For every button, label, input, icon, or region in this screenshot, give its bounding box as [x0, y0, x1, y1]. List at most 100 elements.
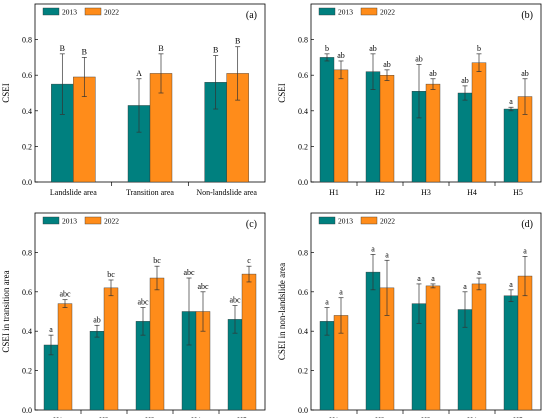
significance-letter: abc [183, 268, 195, 277]
y-tick-label: 0.2 [22, 142, 32, 151]
significance-letter: a [385, 250, 389, 259]
legend-swatch-2013 [318, 7, 336, 16]
y-axis-label: CSEI in non-landslide area [277, 263, 287, 360]
panel-label: (d) [521, 219, 533, 230]
x-tick-label: H2 [99, 416, 109, 418]
legend-swatch-2013 [42, 7, 60, 16]
significance-letter: a [523, 246, 527, 255]
significance-letter: bc [107, 270, 115, 279]
bar-2022-h3 [425, 285, 441, 411]
bar-2022-h1 [333, 69, 349, 183]
y-tick-label: 0.6 [22, 288, 32, 297]
bar-2013-h5 [503, 108, 519, 183]
x-tick-label: H4 [191, 416, 201, 418]
bar-2022-h2 [379, 74, 395, 183]
legend-label-2013: 2013 [338, 8, 353, 17]
x-tick-label: H5 [237, 416, 247, 418]
x-tick-label: H4 [467, 188, 477, 197]
y-tick-label: 0.2 [298, 142, 308, 151]
legend-swatch-2022 [360, 7, 378, 16]
legend-swatch-2013 [42, 216, 60, 225]
legend-label-2013: 2013 [338, 217, 353, 226]
significance-letter: B [60, 44, 65, 53]
y-tick-label: 0.2 [22, 367, 32, 376]
panel-c: 0.0 0.2 0.4 0.6 0.8 CSEI in transition area (c… [1, 212, 266, 418]
y-axis-label: CSEI in transition area [1, 270, 11, 352]
significance-letter: a [509, 280, 513, 289]
y-tick-label: 0.4 [22, 107, 32, 116]
x-tick-label: Transition area [126, 188, 174, 197]
bar-2022-h3 [425, 83, 441, 183]
significance-letter: a [339, 288, 343, 297]
significance-letter: ab [337, 51, 345, 60]
panel-a: 0.0 0.2 0.4 0.6 0.8 CSEI (a) 2013 2022 Landslide … [1, 3, 266, 197]
x-tick-label: H5 [513, 188, 523, 197]
significance-letter: bc [153, 256, 161, 265]
x-tick-label: Landslide area [50, 188, 97, 197]
significance-letter: ab [383, 60, 391, 69]
bar-2013-h2 [365, 271, 381, 411]
significance-letter: abc [229, 296, 241, 305]
x-tick-label: H3 [145, 416, 155, 418]
x-tick-label: H1 [329, 416, 339, 418]
y-tick-label: 0.0 [298, 406, 308, 415]
bar-2022-h2 [103, 287, 119, 411]
bar-2022-h1 [57, 303, 73, 411]
legend-label-2013: 2013 [62, 8, 77, 17]
panel-label: (c) [246, 219, 257, 230]
significance-letter: b [477, 44, 481, 53]
legend-swatch-2013 [318, 216, 336, 225]
y-tick-label: 0.6 [298, 288, 308, 297]
panel-label: (a) [246, 10, 257, 21]
y-tick-label: 0.4 [298, 107, 308, 116]
significance-letter: B [213, 46, 218, 55]
significance-letter: ab [521, 69, 529, 78]
bar-2022-h4 [471, 62, 487, 183]
bar-2013-h5 [503, 295, 519, 411]
significance-letter: abc [59, 290, 71, 299]
significance-letter: b [325, 44, 329, 53]
significance-letter: abc [197, 282, 209, 291]
legend-swatch-2022 [84, 7, 102, 16]
bar-2022-h3 [149, 277, 165, 411]
x-tick-label: Non-landslide area [196, 188, 257, 197]
x-tick-label: H1 [329, 188, 339, 197]
y-tick-label: 0.6 [298, 71, 308, 80]
legend-swatch-2022 [84, 216, 102, 225]
legend-label-2013: 2013 [62, 217, 77, 226]
y-tick-label: 0.0 [298, 178, 308, 187]
significance-letter: a [431, 274, 435, 283]
y-tick-label: 0.0 [22, 178, 32, 187]
bar-2013-h4 [457, 92, 473, 183]
x-tick-label: H2 [375, 188, 385, 197]
bar-2013-h1 [319, 57, 335, 183]
legend-label-2022: 2022 [380, 8, 395, 17]
significance-letter: ab [93, 315, 101, 324]
y-tick-label: 0.4 [22, 327, 32, 336]
y-axis-label: CSEI [1, 83, 11, 103]
legend-label-2022: 2022 [380, 217, 395, 226]
x-tick-label: H4 [467, 416, 477, 418]
legend-label-2022: 2022 [104, 8, 119, 17]
legend-label-2022: 2022 [104, 217, 119, 226]
y-axis-label: CSEI [277, 83, 287, 103]
x-tick-label: H3 [421, 416, 431, 418]
bar-2022-h5 [517, 275, 533, 411]
x-tick-label: H3 [421, 188, 431, 197]
significance-letter: A [136, 69, 142, 78]
x-tick-label: H2 [375, 416, 385, 418]
significance-letter: B [82, 47, 87, 56]
x-tick-label: H1 [53, 416, 63, 418]
x-tick-label: H5 [513, 416, 523, 418]
panel-d: 0.0 0.2 0.4 0.6 0.8 CSEI in non-landslide are… [277, 212, 542, 418]
significance-letter: ab [461, 76, 469, 85]
significance-letter: a [49, 325, 53, 334]
significance-letter: B [158, 44, 163, 53]
legend-swatch-2022 [360, 216, 378, 225]
significance-letter: a [371, 244, 375, 253]
y-tick-label: 0.2 [298, 367, 308, 376]
significance-letter: a [509, 97, 513, 106]
significance-letter: c [247, 256, 251, 265]
